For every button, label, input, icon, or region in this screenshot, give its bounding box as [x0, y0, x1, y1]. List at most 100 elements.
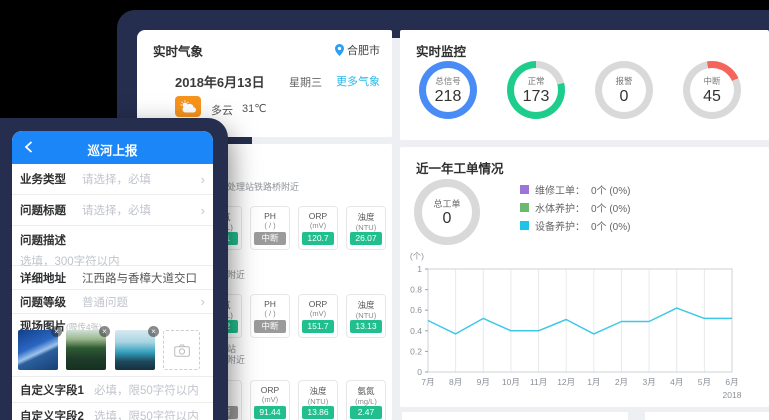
svg-text:7月: 7月 — [421, 377, 434, 387]
weather-temperature: 31℃ — [242, 103, 267, 115]
svg-text:0.6: 0.6 — [410, 305, 422, 315]
sensor-card: PH( / ) 中断 — [250, 206, 290, 250]
phone-device-frame: 巡河上报 业务类型 请选择，必填 › 问题标题 请选择，必填 › 问题描述 选填… — [0, 118, 228, 420]
add-photo-button[interactable] — [163, 330, 200, 370]
sensor-value-badge: 13.86 — [302, 406, 334, 419]
svg-text:2018: 2018 — [723, 390, 742, 400]
phone-header: 巡河上报 — [12, 131, 213, 164]
gauge-label: 中断 — [703, 75, 721, 86]
svg-text:1月: 1月 — [587, 377, 600, 387]
weather-date: 2018年6月13日 — [175, 75, 265, 90]
gauge-normal: 正常 173 — [507, 61, 565, 119]
remove-photo-icon[interactable]: × — [51, 326, 62, 337]
sensor-card: ORP (mV) 151.7 — [298, 294, 338, 338]
gauge-value: 173 — [522, 87, 550, 105]
svg-text:1: 1 — [417, 264, 422, 274]
sensor-value-badge: 2.47 — [350, 406, 382, 419]
sensor-card: PH( / ) 中断 — [250, 294, 290, 338]
field-address[interactable]: 详细地址 江西路与香樟大道交口 — [12, 266, 213, 290]
field-custom-1[interactable]: 自定义字段1 必填，限50字符以内 — [12, 377, 213, 403]
sensor-value-badge: 中断 — [254, 232, 286, 245]
sensor-card: 浊度 (NTU) 13.13 — [346, 294, 386, 338]
svg-text:3月: 3月 — [642, 377, 655, 387]
svg-text:4月: 4月 — [670, 377, 683, 387]
field-problem-level[interactable]: 问题等级 普通问题 › — [12, 290, 213, 314]
page-title: 巡河上报 — [87, 144, 138, 158]
station-title: 附近 — [227, 355, 246, 365]
remove-photo-icon[interactable]: × — [148, 326, 159, 337]
back-icon[interactable] — [21, 139, 37, 155]
bottom-panel-right — [645, 412, 769, 420]
cloudy-weather-icon — [175, 96, 201, 117]
remove-photo-icon[interactable]: × — [99, 326, 110, 337]
gauge-value: 0 — [619, 87, 629, 105]
legend-item-water: 水体养护： 0个 (0%) — [520, 200, 630, 215]
chevron-right-icon: › — [200, 294, 205, 309]
site-photo-2[interactable]: × — [66, 326, 110, 370]
bottom-panel-left — [402, 412, 628, 420]
sensor-value-badge: 中断 — [254, 320, 286, 333]
svg-text:0.2: 0.2 — [410, 346, 422, 356]
workorders-panel: 近一年工单情况 总工单 0 维修工单： 0个 (0%) 水体养护： 0个 (0%… — [400, 147, 769, 407]
phone-screen: 巡河上报 业务类型 请选择，必填 › 问题标题 请选择，必填 › 问题描述 选填… — [12, 131, 213, 420]
svg-text:6月: 6月 — [725, 377, 738, 387]
city-selector: 合肥市 — [335, 42, 380, 58]
svg-text:0.4: 0.4 — [410, 326, 422, 336]
sensor-value-badge: 120.7 — [302, 232, 334, 245]
svg-text:5月: 5月 — [698, 377, 711, 387]
legend-item-equipment: 设备养护： 0个 (0%) — [520, 218, 630, 233]
sensor-card: 氨氮 (mg/L) 2.47 — [346, 380, 386, 420]
legend-item-repair: 维修工单： 0个 (0%) — [520, 182, 630, 197]
monitor-panel-title: 实时监控 — [416, 45, 467, 59]
sensor-value-badge: 91.44 — [254, 406, 286, 419]
field-business-type[interactable]: 业务类型 请选择，必填 › — [12, 164, 213, 195]
sensor-value-badge: 26.07 — [350, 232, 382, 245]
legend-swatch — [520, 203, 529, 212]
field-problem-title[interactable]: 问题标题 请选择，必填 › — [12, 195, 213, 226]
total-workorders-donut: 总工单 0 — [414, 179, 480, 245]
station-title: 站 — [227, 344, 237, 354]
gauge-label: 报警 — [615, 75, 633, 86]
svg-text:(个): (个) — [410, 251, 424, 261]
realtime-monitor-panel: 实时监控 总信号 218 正常 173 报警 0 中断 45 — [400, 30, 769, 140]
gauge-value: 218 — [434, 87, 462, 105]
svg-text:2月: 2月 — [615, 377, 628, 387]
monthly-workorders-line-chart: 0 0.2 0.4 0.6 0.8 1 7月 8月 9月 10月 11月 12月 1月 2月 3月 4月 5月 6… — [410, 251, 742, 400]
site-photos-section: 现场图片(限传4张) × × × — [12, 314, 213, 377]
camera-icon — [173, 344, 190, 357]
gauge-alarm: 报警 0 — [595, 61, 653, 119]
svg-text:9月: 9月 — [477, 377, 490, 387]
legend-swatch — [520, 185, 529, 194]
sensor-card: ORP (mV) 120.7 — [298, 206, 338, 250]
sensor-card: 浊度 (NTU) 26.07 — [346, 206, 386, 250]
svg-text:8月: 8月 — [449, 377, 462, 387]
sensor-card: 浊度 (NTU) 13.86 — [298, 380, 338, 420]
svg-text:0: 0 — [417, 367, 422, 377]
city-name: 合肥市 — [347, 45, 380, 57]
gauge-value: 45 — [703, 87, 721, 105]
svg-text:0.8: 0.8 — [410, 285, 422, 295]
chevron-right-icon: › — [200, 202, 205, 218]
field-problem-description[interactable]: 问题描述 选填，300字符以内 — [12, 226, 213, 268]
sensor-value-badge: 13.13 — [350, 320, 382, 333]
station-title: 处理站铁路桥附近 — [227, 182, 300, 192]
legend-swatch — [520, 221, 529, 230]
location-pin-icon — [335, 44, 344, 56]
site-photo-1[interactable]: × — [18, 326, 62, 370]
gauge-label: 正常 — [527, 75, 545, 86]
site-photo-3[interactable]: × — [115, 326, 159, 370]
gauge-interrupted: 中断 45 — [683, 61, 741, 119]
gauge-label: 总信号 — [435, 75, 461, 86]
svg-text:12月: 12月 — [557, 377, 575, 387]
gauge-total-signal: 总信号 218 — [419, 61, 477, 119]
weather-condition: 多云 — [211, 105, 233, 117]
svg-text:11月: 11月 — [530, 377, 547, 387]
chevron-right-icon: › — [200, 171, 205, 187]
field-custom-2[interactable]: 自定义字段2 选填，限50字符以内 — [12, 403, 213, 420]
more-weather-link[interactable]: 更多气象 — [336, 76, 380, 88]
weather-weekday: 星期三 — [289, 77, 322, 89]
sensor-card: ORP (mV) 91.44 — [250, 380, 290, 420]
svg-text:10月: 10月 — [502, 377, 520, 387]
sensor-value-badge: 151.7 — [302, 320, 334, 333]
